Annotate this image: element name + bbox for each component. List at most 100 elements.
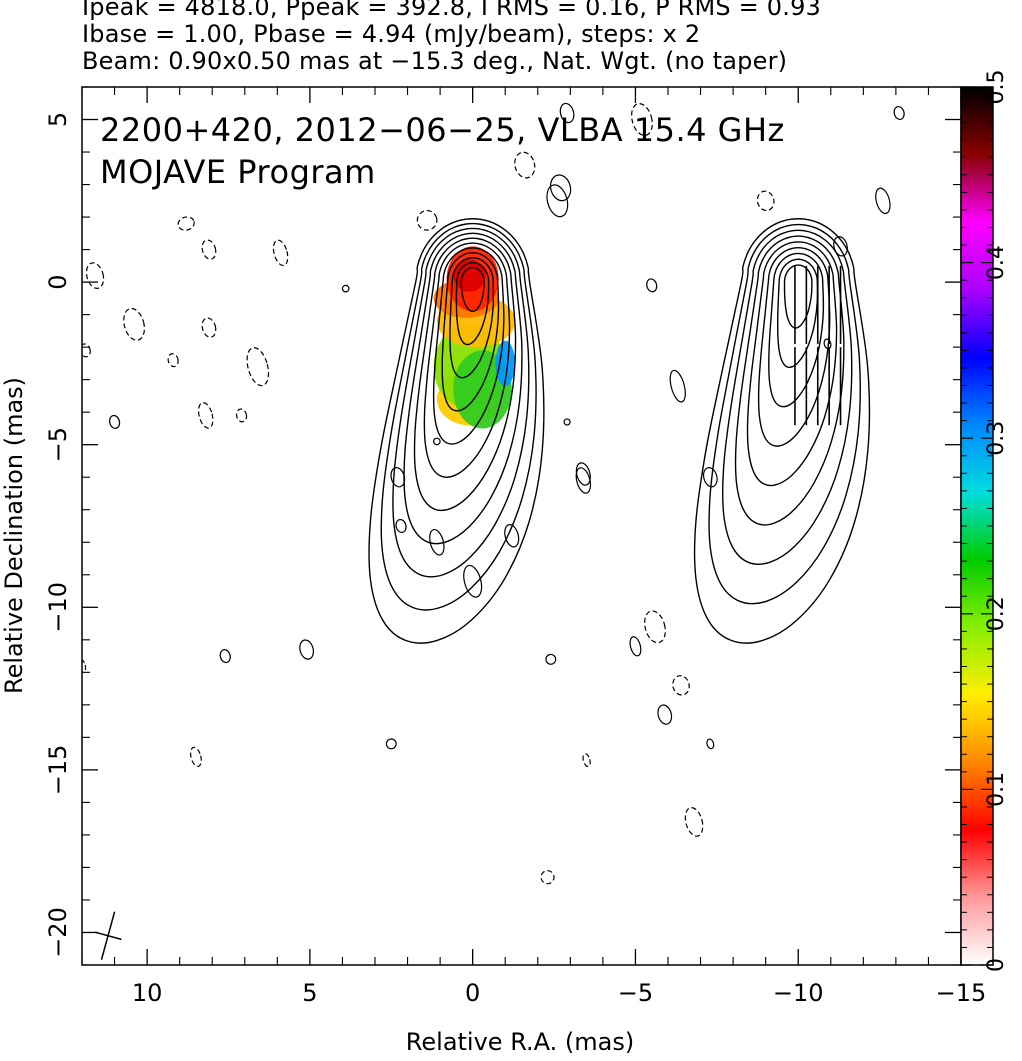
noise-contour: [429, 528, 445, 556]
noise-contour: [108, 414, 121, 429]
plot-border: [81, 86, 962, 966]
noise-contour: [167, 353, 179, 368]
noise-contour: [631, 103, 653, 137]
noise-contour: [246, 347, 270, 387]
noise-contour: [629, 636, 642, 657]
colorbar-tick-label: 0.3: [984, 421, 1009, 456]
x-tick-label: 10: [132, 979, 163, 1007]
noise-contour: [833, 236, 848, 257]
noise-contour: [219, 649, 231, 664]
jet-contour: [403, 232, 523, 545]
noise-contour: [463, 564, 483, 598]
noise-contour: [189, 746, 202, 767]
noise-contour: [549, 174, 572, 202]
x-tick-label: −5: [618, 979, 653, 1007]
map-subtitle: MOJAVE Program: [100, 153, 376, 191]
jet-contour: [455, 261, 490, 346]
y-axis-label: Relative Declination (mas): [0, 376, 28, 694]
x-tick-label: 0: [465, 979, 480, 1007]
jet-contour: [392, 227, 530, 578]
y-tick-label: −15: [44, 745, 72, 796]
noise-contour: [85, 262, 105, 289]
noise-contour: [432, 437, 441, 446]
noise-contour: [823, 338, 832, 350]
jet-contour: [441, 252, 500, 412]
contour-map: [82, 102, 905, 960]
y-tick-label: −20: [44, 907, 72, 958]
colorbar-tick-label: 0.1: [984, 772, 1009, 807]
polarization-contour: [734, 235, 845, 526]
jet-contour: [423, 242, 511, 478]
polarized-intensity-contours: [693, 218, 871, 644]
jet-contour: [460, 266, 485, 313]
noise-contour: [684, 807, 704, 837]
header-line-peaks: Ipeak = 4818.0, Ppeak = 392.8, I RMS = 0…: [82, 0, 822, 21]
beam-minor-axis: [94, 931, 122, 941]
jet-contours: [368, 218, 545, 644]
noise-contour: [390, 467, 406, 488]
polarization-contour: [746, 241, 838, 487]
colorbar-tick-label: 0.4: [984, 245, 1009, 280]
noise-contour: [395, 518, 407, 533]
noise-contour: [706, 738, 715, 750]
polarization-contour: [693, 218, 871, 644]
noise-contour: [299, 639, 315, 660]
polarization-contour: [722, 229, 853, 565]
polarization-patch: [495, 340, 515, 387]
noise-contour: [177, 216, 195, 231]
noise-contour: [582, 753, 591, 768]
noise-contour: [416, 209, 438, 231]
jet-contour: [432, 247, 505, 445]
noise-contour: [657, 704, 673, 725]
noise-contour: [545, 653, 557, 665]
noise-contour: [575, 462, 591, 486]
noise-contour: [559, 102, 575, 124]
noise-contour: [235, 408, 248, 423]
header-line-base: Ibase = 1.00, Pbase = 4.94 (mJy/beam), s…: [82, 20, 701, 48]
noise-contour: [201, 317, 217, 338]
x-tick-label: −10: [773, 979, 824, 1007]
noise-contour: [341, 284, 350, 293]
jet-contour: [368, 218, 545, 644]
plot-frame: [81, 86, 962, 966]
noise-contour: [123, 307, 146, 341]
jet-contour: [449, 257, 495, 379]
y-tick-label: 5: [44, 112, 72, 127]
map-header: Ipeak = 4818.0, Ppeak = 392.8, I RMS = 0…: [82, 0, 1012, 75]
y-tick-label: −10: [44, 582, 72, 633]
y-tick-label: 0: [44, 274, 72, 289]
map-title: 2200+420, 2012−06−25, VLBA 15.4 GHz: [100, 111, 785, 149]
noise-contour: [540, 870, 555, 885]
noise-contour: [669, 369, 686, 403]
x-tick-label: −15: [936, 979, 987, 1007]
jet-contour: [380, 222, 537, 611]
polarization-colorbar: 0 0.1 0.2 0.3 0.4 0.5: [960, 70, 1009, 972]
axis-ticks: 10 5 0 −5 −10 −15 5 0 −5 −10 −15 −20: [44, 86, 987, 1007]
noise-contour: [82, 658, 87, 673]
x-tick-label: 5: [302, 979, 317, 1007]
colorbar-tick-label: 0.5: [984, 70, 1009, 105]
beam-marker: [94, 911, 122, 960]
polarization-contour: [783, 264, 813, 329]
header-line-beam: Beam: 0.90x0.50 mas at −15.3 deg., Nat. …: [82, 47, 788, 75]
noise-contour: [197, 402, 214, 429]
noise-contour: [514, 151, 536, 179]
jet-contour: [413, 237, 517, 512]
noise-contour: [644, 610, 666, 644]
noise-contour: [702, 467, 718, 488]
noise-contour: [875, 187, 891, 215]
noise-contour: [646, 278, 658, 293]
polarization-color-patch: [433, 246, 515, 429]
noise-contour: [893, 105, 905, 121]
y-tick-label: −5: [44, 427, 72, 462]
polarization-contour: [708, 223, 861, 605]
colorbar-tick-label: 0.2: [984, 596, 1009, 631]
polarization-contour: [768, 252, 825, 408]
polarization-contour: [757, 246, 831, 447]
colorbar-tick-label: 0: [984, 958, 1009, 972]
noise-contour: [272, 239, 289, 267]
noise-contour: [546, 184, 569, 218]
noise-contour: [82, 343, 91, 358]
noise-contour: [756, 190, 775, 212]
